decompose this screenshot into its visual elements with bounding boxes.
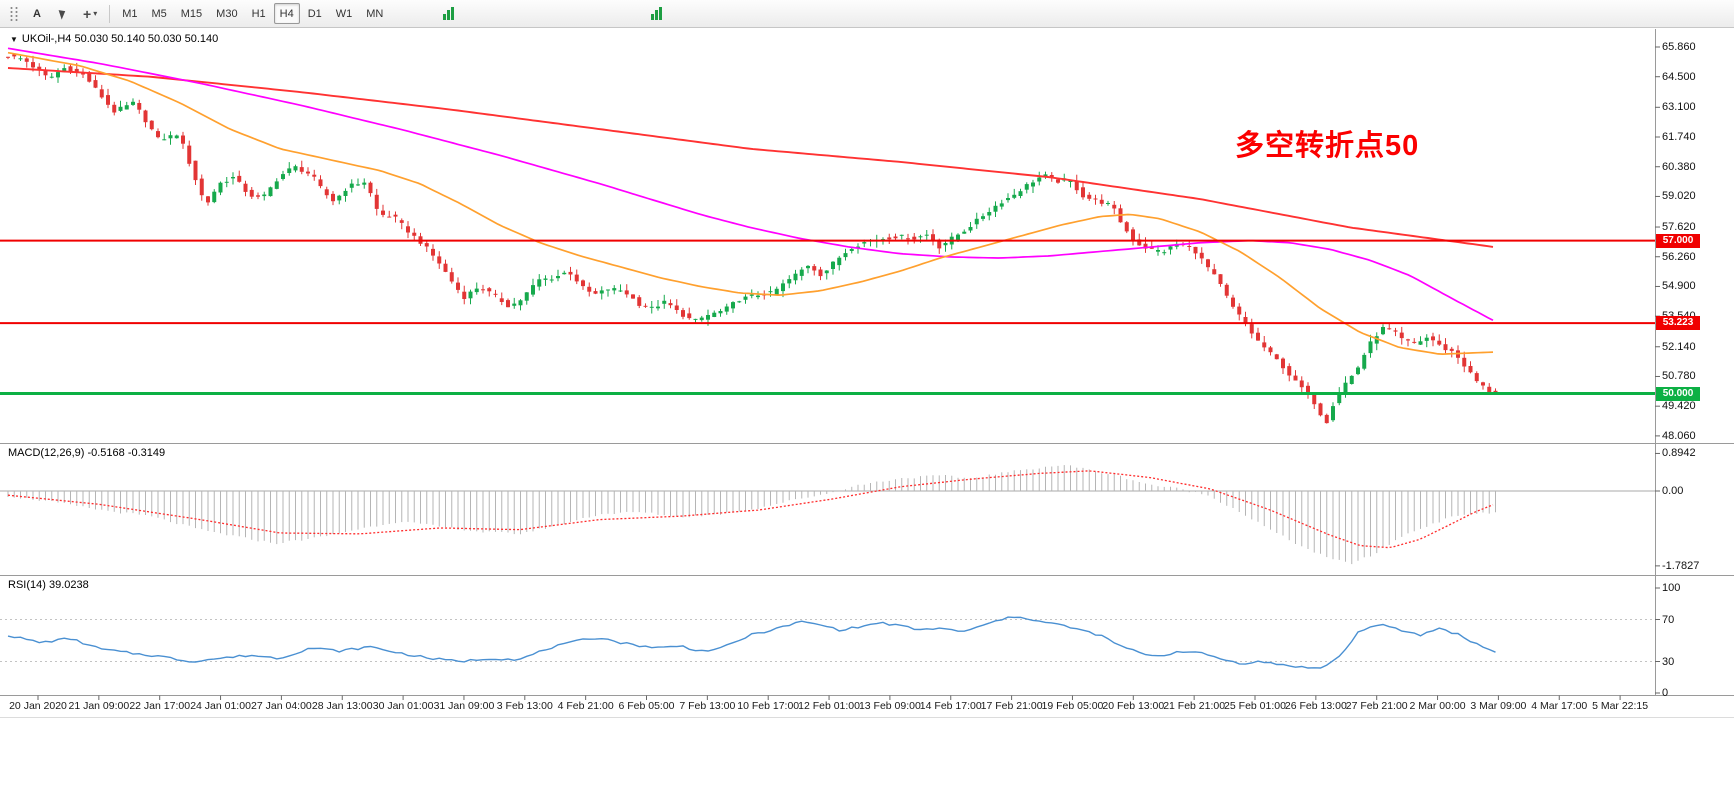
price-axis-label: 57.620: [1662, 221, 1696, 234]
ma-mid-line: [7, 47, 1494, 322]
time-axis-label: 4 Mar 17:00: [1531, 700, 1588, 712]
bar-chart-icon: [651, 7, 663, 20]
chart-title: ▼ UKOil-,H4 50.030 50.140 50.030 50.140: [10, 33, 218, 45]
time-axis-label: 21 Jan 09:00: [68, 700, 130, 712]
collapse-triangle-icon: ▼: [10, 34, 18, 44]
timeframe-button-d1[interactable]: D1: [307, 7, 322, 20]
time-axis-label: 20 Jan 2020: [9, 700, 67, 712]
timeframe-button-w1[interactable]: W1: [335, 7, 353, 20]
price-axis-label: 60.380: [1662, 160, 1696, 173]
time-axis-label: 4 Feb 21:00: [557, 700, 614, 712]
time-axis-label: 3 Feb 13:00: [496, 700, 553, 712]
time-axis-label: 5 Mar 22:15: [1592, 700, 1649, 712]
timeframe-button-m1[interactable]: M1: [122, 7, 138, 20]
time-axis-label: 12 Feb 01:00: [798, 700, 860, 712]
time-axis-label: 27 Jan 04:00: [251, 700, 312, 712]
text-annotation-button[interactable]: A: [25, 3, 49, 24]
time-axis-label: 13 Feb 09:00: [858, 700, 921, 712]
timeframe-button-m30[interactable]: M30: [216, 7, 238, 20]
time-axis-label: 17 Feb 21:00: [980, 700, 1043, 712]
time-axis-label: 19 Feb 05:00: [1041, 700, 1104, 712]
timeframe-button-m15[interactable]: M15: [180, 7, 203, 20]
time-axis-label: 28 Jan 13:00: [311, 700, 373, 712]
macd-axis-label: 0.8942: [1662, 447, 1696, 460]
chevron-down-icon: ▾: [93, 9, 98, 18]
timeframe-button-h4[interactable]: H4: [273, 3, 300, 24]
horizontal-lines[interactable]: [0, 239, 1655, 395]
timeframe-button-m5[interactable]: M5: [151, 7, 167, 20]
ma-slow-line: [7, 67, 1494, 248]
price-axis-label: 59.020: [1662, 190, 1696, 203]
macd-histogram: [7, 465, 1496, 565]
chart-bars-button-1[interactable]: [434, 3, 463, 24]
rsi-axis-label: 70: [1662, 613, 1675, 626]
panel-borders: [0, 29, 1734, 718]
crosshair-icon: +: [83, 5, 92, 22]
letter-a-icon: A: [33, 7, 41, 20]
time-axis-label: 21 Feb 21:00: [1163, 700, 1226, 712]
price-tag-53.223: 53.223: [1656, 316, 1700, 331]
rsi-axis-label: 30: [1662, 655, 1675, 668]
time-axis-label: 30 Jan 01:00: [372, 700, 434, 712]
time-axis-label: 27 Feb 21:00: [1345, 700, 1408, 712]
rsi-line: [7, 616, 1496, 669]
price-axis-label: 56.260: [1662, 250, 1696, 263]
rsi-axis-label: 0: [1662, 687, 1669, 699]
price-axis-label: 50.780: [1662, 370, 1696, 383]
timeframe-button-mn[interactable]: MN: [366, 7, 384, 20]
price-axis-label: 54.900: [1662, 280, 1696, 293]
cursor-tool-button[interactable]: [51, 3, 75, 24]
timeframe-group: M1 M5 M15 M30 H1 H4 D1 W1 MN: [115, 3, 390, 24]
crosshair-tool-button[interactable]: + ▾: [77, 3, 103, 24]
price-axis-label: 48.060: [1662, 429, 1696, 442]
price-axis-label: 52.140: [1662, 340, 1696, 353]
macd-label: MACD(12,26,9) -0.5168 -0.3149: [8, 447, 166, 459]
time-axis-label: 10 Feb 17:00: [737, 700, 800, 712]
macd-axis-label: -1.7827: [1662, 559, 1700, 572]
macd-axis-label: 0.00: [1662, 485, 1684, 497]
price-axis-label: 49.420: [1662, 400, 1696, 413]
time-axis-label: 25 Feb 01:00: [1224, 700, 1286, 712]
time-axis[interactable]: 20 Jan 2020 21 Jan 09:00 22 Jan 17:00 24 Ja…: [0, 696, 1734, 718]
price-tag-50.000: 50.000: [1656, 386, 1700, 401]
chart-bars-button-2[interactable]: [642, 3, 671, 24]
time-axis-label: 3 Mar 09:00: [1470, 700, 1527, 712]
candlestick-series: [6, 54, 1498, 424]
timeframe-button-h1[interactable]: H1: [251, 7, 266, 20]
toolbar-separator: [109, 4, 111, 23]
rsi-label: RSI(14) 39.0238: [8, 579, 89, 591]
time-axis-label: 14 Feb 17:00: [919, 700, 982, 712]
ma-fast-line: [7, 51, 1494, 355]
chart-annotation: 多空转折点50: [1235, 130, 1420, 162]
macd-signal-line: [7, 470, 1494, 549]
time-axis-label: 6 Feb 05:00: [618, 700, 675, 712]
time-axis-label: 7 Feb 13:00: [679, 700, 736, 712]
price-axis-label: 61.740: [1662, 131, 1696, 143]
time-axis-label: 2 Mar 00:00: [1409, 700, 1466, 712]
time-axis-label: 31 Jan 09:00: [433, 700, 495, 712]
price-axis-label: 64.500: [1662, 70, 1696, 83]
price-tag-57.000: 57.000: [1656, 233, 1700, 248]
chart-title-text: UKOil-,H4 50.030 50.140 50.030 50.140: [21, 33, 219, 45]
cursor-icon: [58, 7, 68, 20]
time-axis-label: 22 Jan 17:00: [129, 700, 191, 712]
price-axis[interactable]: [1655, 28, 1734, 696]
price-axis-label: 63.100: [1662, 101, 1696, 114]
rsi-axis-label: 100: [1662, 582, 1681, 594]
time-axis-label: 20 Feb 13:00: [1102, 700, 1165, 712]
time-axis-label: 24 Jan 01:00: [190, 700, 251, 712]
bar-chart-icon: [443, 7, 455, 20]
toolbar: A + ▾ M1 M5 M15 M30 H1 H4 D1 W1 MN: [0, 0, 1734, 28]
toolbar-drag-handle[interactable]: [9, 5, 19, 22]
time-axis-label: 26 Feb 13:00: [1284, 700, 1347, 712]
price-axis-label: 65.860: [1662, 41, 1696, 53]
